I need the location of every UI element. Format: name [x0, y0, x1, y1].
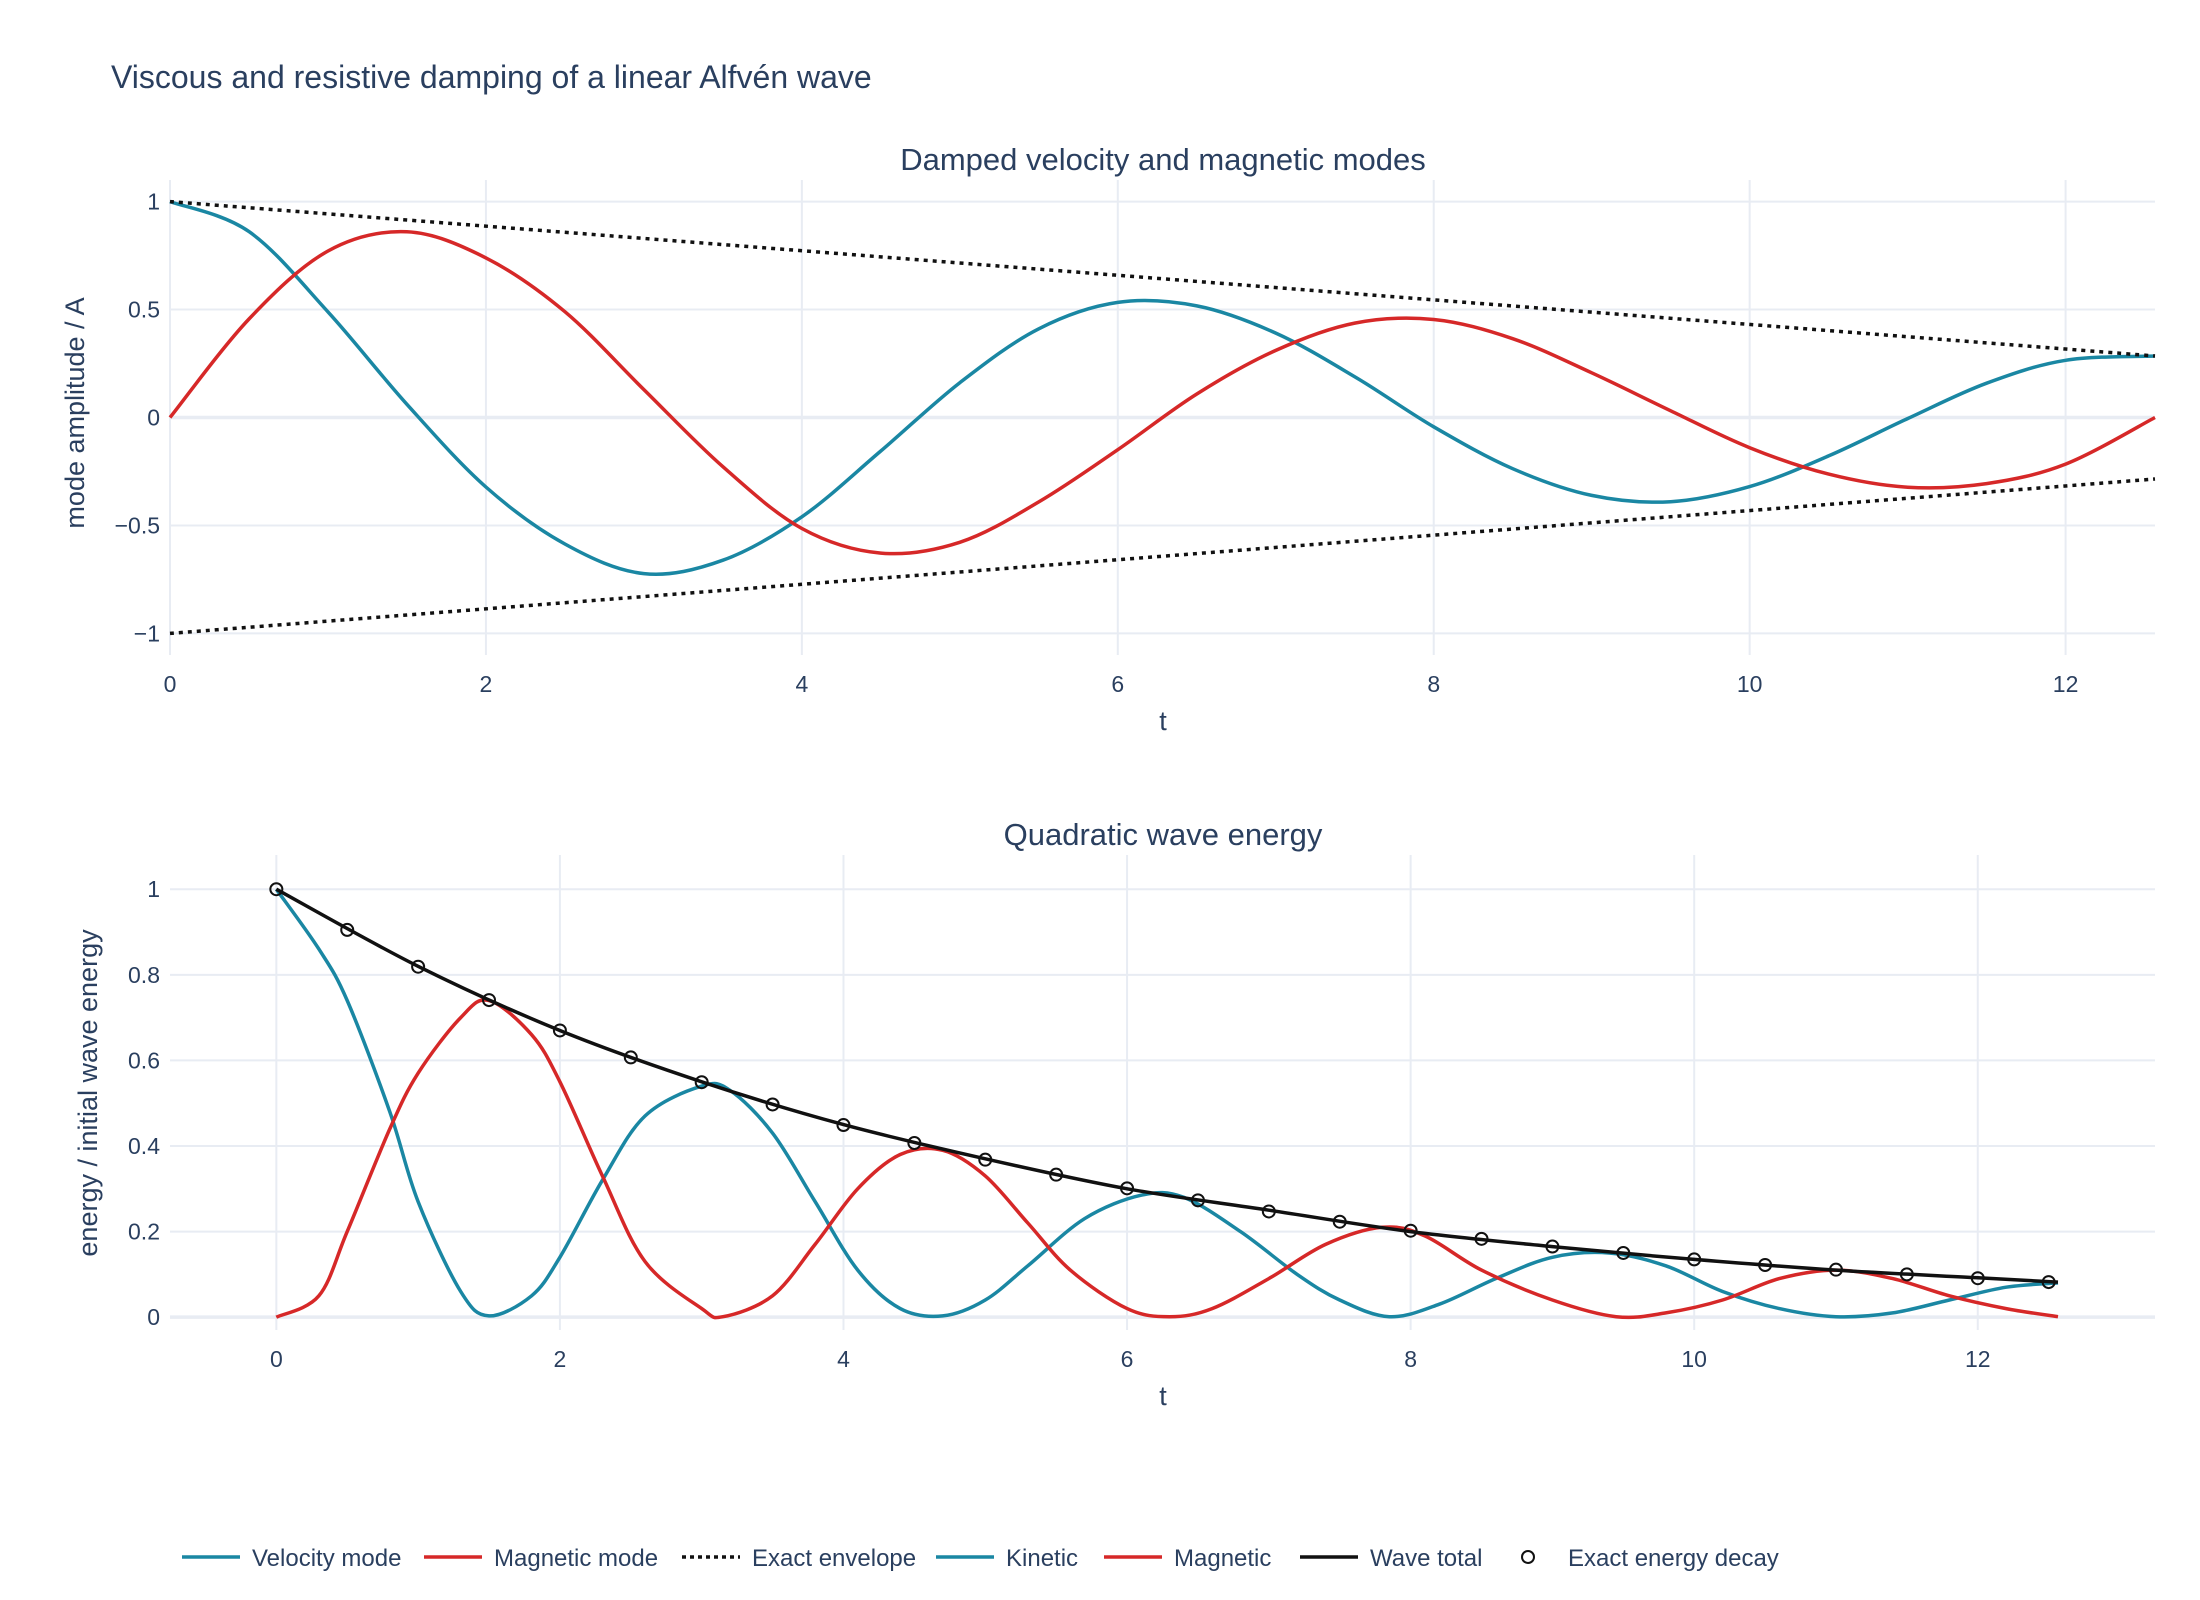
p2-energy-decay-marker	[1120, 1181, 1135, 1196]
p2-energy-decay-marker	[482, 993, 497, 1008]
legend-item-magnetic-mode[interactable]: Magnetic mode	[424, 1545, 658, 1572]
p2-energy-decay-marker	[907, 1135, 922, 1150]
p2-series-exact-energy-decay	[269, 882, 2056, 1290]
p2-energy-decay-marker	[1616, 1245, 1631, 1260]
bottom-chart-title: Quadratic wave energy	[1004, 817, 1323, 852]
p1-x-tick-label: 10	[1737, 671, 1763, 697]
p2-x-tick-label: 12	[1965, 1346, 1991, 1372]
legend-item-exact-envelope[interactable]: Exact envelope	[682, 1545, 916, 1572]
legend-item-wave-total[interactable]: Wave total	[1300, 1545, 1483, 1572]
p1-y-tick-label: 1	[147, 189, 160, 215]
p2-x-tick-label: 6	[1121, 1346, 1134, 1372]
p1-x-tick-label: 6	[1111, 671, 1124, 697]
p2-y-tick-label: 0.6	[128, 1047, 160, 1073]
legend-label-exact-energy-decay: Exact energy decay	[1568, 1545, 1779, 1572]
p2-energy-decay-marker	[1758, 1257, 1773, 1272]
legend-item-kinetic[interactable]: Kinetic	[936, 1545, 1078, 1572]
p1-series-magnetic-mode	[168, 229, 2156, 556]
p2-energy-decay-marker	[269, 882, 284, 897]
p2-energy-decay-marker	[1332, 1214, 1347, 1229]
p2-x-tick-label: 0	[270, 1346, 283, 1372]
legend-label-velocity-mode: Velocity mode	[252, 1545, 401, 1572]
p2-energy-decay-marker	[623, 1050, 638, 1065]
p1-x-tick-label: 12	[2053, 671, 2079, 697]
p2-series-wave-total	[275, 887, 2059, 1284]
bottom-chart-x-axis-label: t	[1159, 1381, 1167, 1411]
p2-energy-decay-marker	[552, 1023, 567, 1038]
p2-energy-decay-marker	[694, 1075, 709, 1090]
p2-energy-decay-marker	[1049, 1167, 1064, 1182]
p2-y-tick-label: 0	[147, 1304, 160, 1330]
top-chart-gridlines	[169, 180, 2155, 655]
legend-label-exact-envelope: Exact envelope	[752, 1545, 916, 1572]
p1-y-tick-label: 0.5	[128, 297, 160, 323]
top-chart-series	[168, 199, 2156, 636]
p2-energy-decay-marker	[1899, 1267, 1914, 1282]
p1-x-tick-label: 0	[164, 671, 177, 697]
bottom-chart-tick-labels: 0 2 4 6 8 10 12 1 0.8 0.6 0.4 0.2 0	[128, 876, 1991, 1372]
p2-energy-decay-marker	[1545, 1239, 1560, 1254]
p2-energy-decay-marker	[1970, 1271, 1985, 1286]
legend-item-exact-energy-decay[interactable]: Exact energy decay	[1521, 1545, 1779, 1572]
p2-energy-decay-marker	[1687, 1252, 1702, 1267]
bottom-chart: Quadratic wave energy t energy / initial…	[73, 817, 2155, 1411]
legend-label-wave-total: Wave total	[1370, 1545, 1483, 1572]
p2-energy-decay-marker	[765, 1097, 780, 1112]
figure-title: Viscous and resistive damping of a linea…	[111, 59, 872, 95]
p2-energy-decay-marker	[978, 1152, 993, 1167]
p2-energy-decay-marker	[1190, 1193, 1205, 1208]
p2-energy-decay-marker	[836, 1118, 851, 1133]
legend-item-magnetic[interactable]: Magnetic	[1104, 1545, 1271, 1572]
p1-y-tick-label: −0.5	[115, 512, 160, 538]
p2-series-kinetic	[274, 888, 2059, 1319]
p2-x-tick-label: 4	[837, 1346, 850, 1372]
p2-x-tick-label: 2	[554, 1346, 567, 1372]
p1-y-tick-label: 0	[147, 405, 160, 431]
legend-label-magnetic: Magnetic	[1174, 1545, 1271, 1572]
legend: Velocity mode Magnetic mode Exact envelo…	[182, 1545, 1779, 1572]
bottom-chart-series	[269, 882, 2059, 1320]
p2-y-tick-label: 0.8	[128, 962, 160, 988]
top-chart-title: Damped velocity and magnetic modes	[900, 142, 1426, 177]
p2-energy-decay-marker	[411, 959, 426, 974]
legend-label-magnetic-mode: Magnetic mode	[494, 1545, 658, 1572]
p2-energy-decay-marker	[1828, 1262, 1843, 1277]
p1-x-tick-label: 2	[480, 671, 493, 697]
legend-swatch-exact-energy-decay	[1521, 1550, 1535, 1564]
p2-energy-decay-marker	[1474, 1231, 1489, 1246]
top-chart-y-axis-label: mode amplitude / A	[60, 297, 90, 528]
p2-x-tick-label: 8	[1404, 1346, 1417, 1372]
p2-y-tick-label: 1	[147, 876, 160, 902]
p2-energy-decay-marker	[340, 922, 355, 937]
p2-x-tick-label: 10	[1681, 1346, 1707, 1372]
p2-energy-decay-marker	[2041, 1275, 2056, 1290]
bottom-chart-y-axis-label: energy / initial wave energy	[73, 929, 103, 1257]
top-chart-tick-labels: 0 2 4 6 8 10 12 1 0.5 0 −0.5 −1	[115, 189, 2079, 697]
p1-y-tick-label: −1	[134, 620, 160, 646]
legend-item-velocity-mode[interactable]: Velocity mode	[182, 1545, 401, 1572]
p2-energy-decay-marker	[1261, 1204, 1276, 1219]
top-chart: Damped velocity and magnetic modes t mod…	[60, 142, 2156, 736]
top-chart-x-axis-label: t	[1159, 706, 1167, 736]
legend-label-kinetic: Kinetic	[1006, 1545, 1078, 1572]
p1-x-tick-label: 8	[1427, 671, 1440, 697]
p2-y-tick-label: 0.2	[128, 1219, 160, 1245]
p1-series-velocity-mode	[169, 199, 2156, 576]
p2-energy-decay-marker	[1403, 1223, 1418, 1238]
p2-y-tick-label: 0.4	[128, 1133, 160, 1159]
p1-x-tick-label: 4	[795, 671, 808, 697]
